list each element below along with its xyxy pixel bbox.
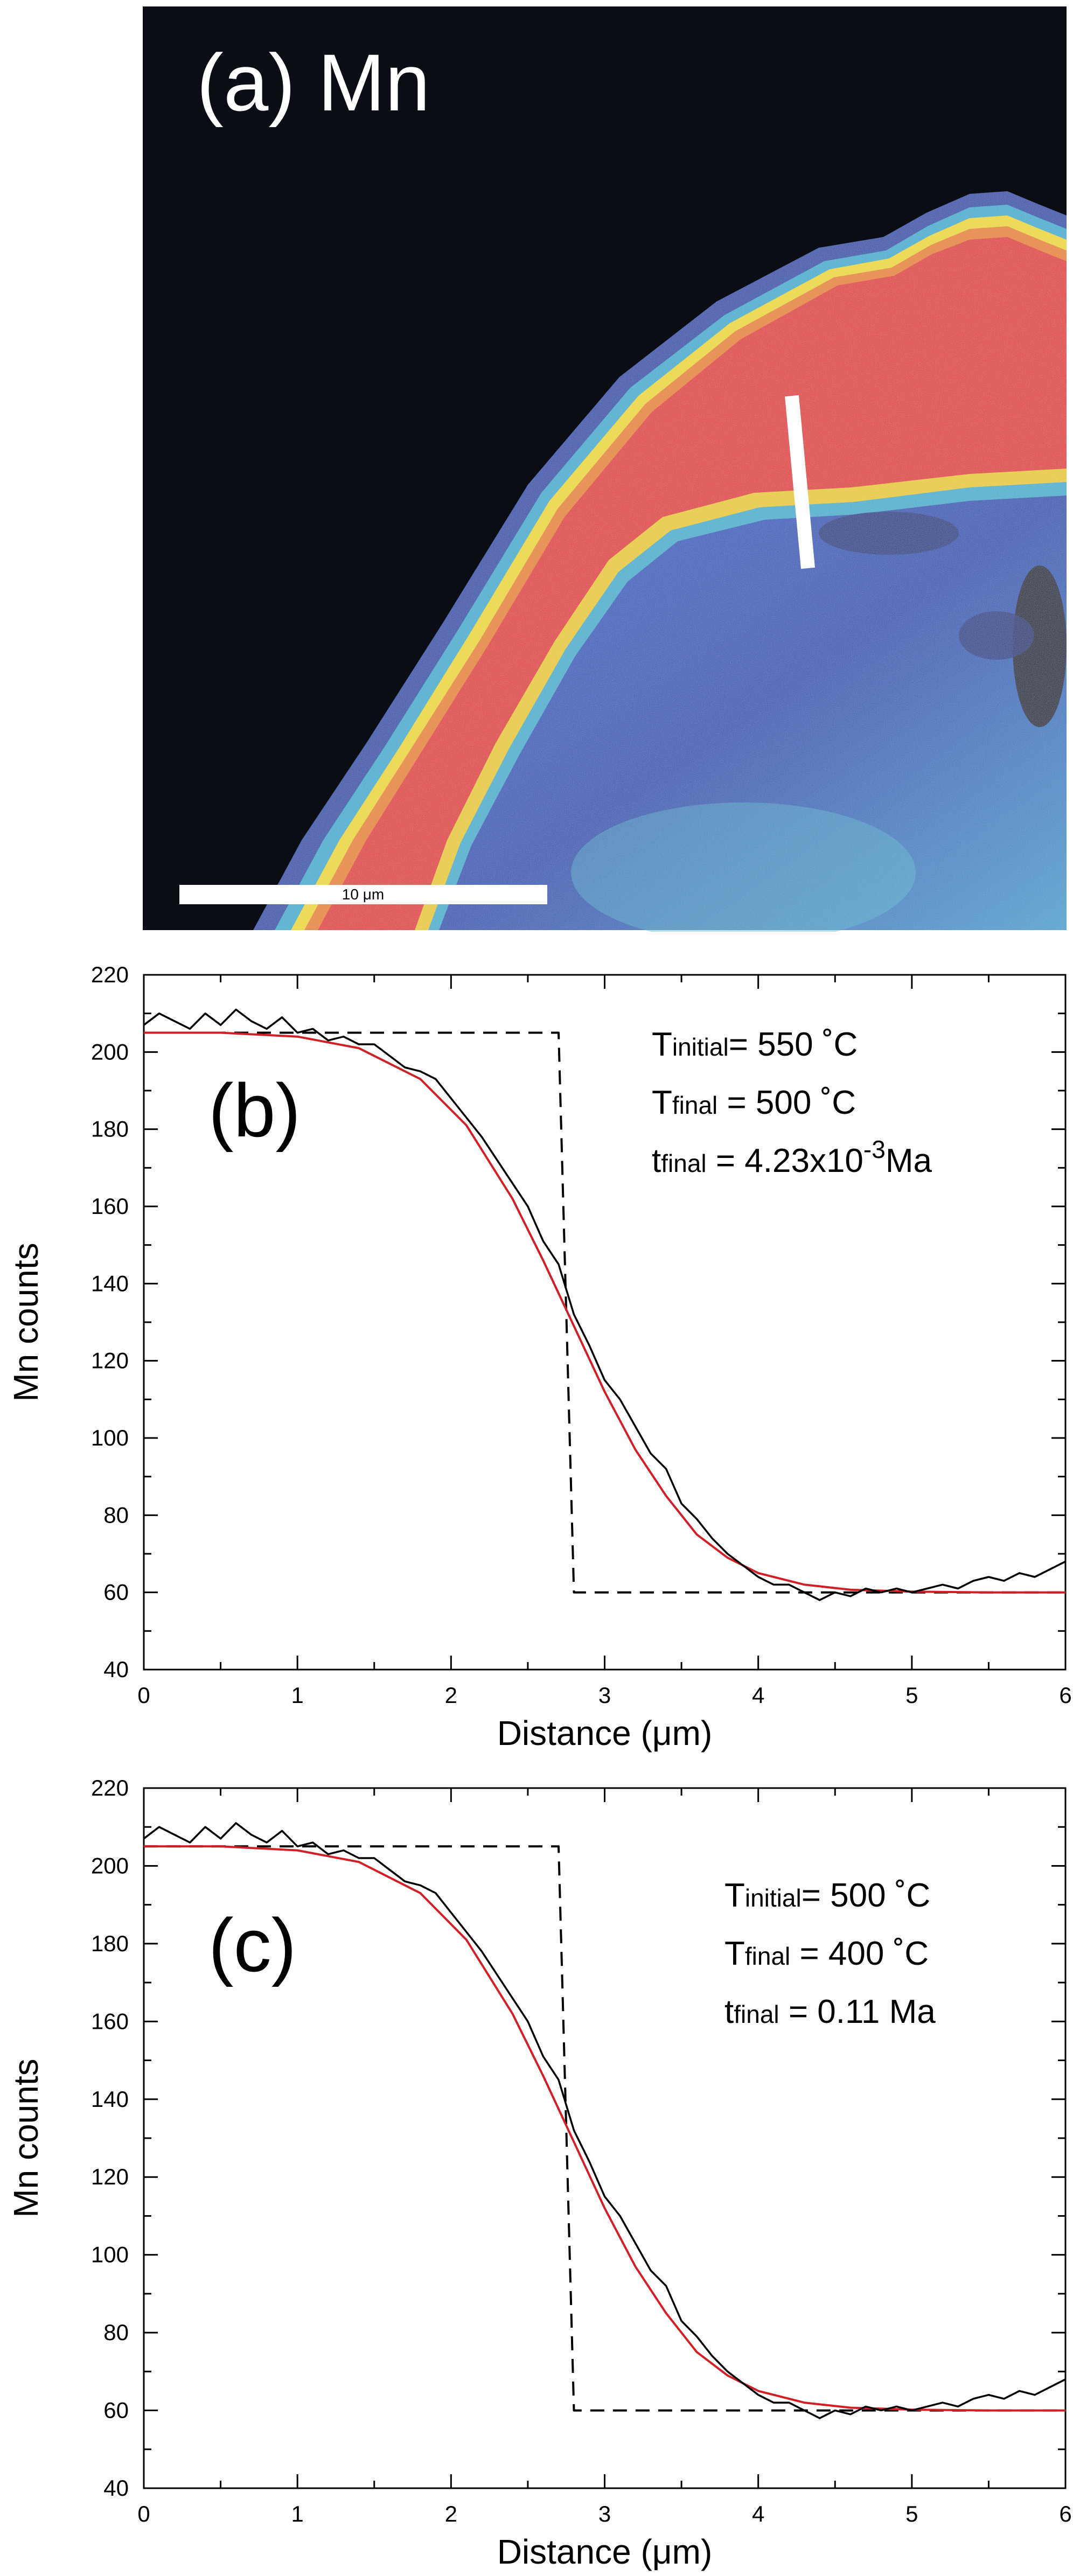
annotation-line: Tfinal = 400 ˚C <box>724 1935 929 1972</box>
anno-subscript: final <box>661 1149 706 1177</box>
x-tick-label: 5 <box>905 1683 918 1708</box>
y-tick-label: 100 <box>91 2242 129 2267</box>
panel-a-title: (a) Mn <box>197 37 430 128</box>
y-tick-label: 160 <box>91 1193 129 1219</box>
anno-subscript: final <box>672 1091 717 1119</box>
x-tick-label: 5 <box>905 2501 918 2526</box>
scale-bar-label: 10 μm <box>342 886 384 903</box>
y-tick-label: 80 <box>103 2320 129 2345</box>
panel-label: (b) <box>208 1068 301 1153</box>
anno-value: = 400 ˚C <box>790 1935 929 1972</box>
x-tick-label: 0 <box>137 1683 150 1708</box>
anno-main: T <box>724 1877 745 1914</box>
y-tick-label: 180 <box>91 1116 129 1142</box>
annotation-line: Tinitial= 500 ˚C <box>724 1877 930 1914</box>
y-tick-label: 120 <box>91 1348 129 1373</box>
x-tick-label: 6 <box>1059 2501 1071 2526</box>
x-tick-label: 3 <box>598 2501 611 2526</box>
anno-subscript: initial <box>672 1033 729 1061</box>
series-red-model <box>144 1031 1065 1594</box>
anno-main: t <box>724 1993 734 2030</box>
anno-value: = 500 ˚C <box>802 1877 931 1914</box>
y-tick-label: 100 <box>91 1425 129 1450</box>
mn-element-map: 10 μm (a) Mn <box>143 6 1067 932</box>
scale-bar <box>179 885 547 904</box>
x-tick-label: 2 <box>445 1683 457 1708</box>
anno-main: T <box>652 1084 672 1121</box>
annotation-line: tfinal = 0.11 Ma <box>724 1993 936 2030</box>
x-tick-label: 4 <box>752 1683 764 1708</box>
x-tick-label: 3 <box>598 1683 611 1708</box>
y-tick-label: 200 <box>91 1039 129 1064</box>
y-tick-label: 140 <box>91 2086 129 2112</box>
x-tick-label: 4 <box>752 2501 764 2526</box>
annotation-line: tfinal = 4.23x10-3Ma <box>652 1135 932 1179</box>
x-axis-label: Distance (μm) <box>497 1714 713 1753</box>
series-red-model <box>144 1845 1065 2412</box>
y-axis-label: Mn counts <box>6 1242 45 1401</box>
series-black-data <box>143 1822 1066 2419</box>
x-axis-label: Distance (μm) <box>497 2532 713 2571</box>
y-tick-label: 60 <box>103 1580 129 1605</box>
panel-label: (c) <box>208 1903 296 1987</box>
y-tick-label: 40 <box>103 1657 129 1682</box>
series-dashed-black <box>144 1031 1065 1594</box>
profile-chart-b: 0 1 2 3 4 5 6 40 60 80 100 120 140 160 180 200 220 Distan… <box>6 962 1072 1753</box>
anno-main: T <box>724 1935 745 1972</box>
anno-superscript: -3 <box>863 1135 886 1163</box>
y-tick-label: 120 <box>91 2164 129 2189</box>
y-tick-label: 40 <box>103 2475 129 2501</box>
y-tick-label: 60 <box>103 2398 129 2423</box>
y-tick-label: 140 <box>91 1270 129 1296</box>
y-tick-label: 220 <box>91 962 129 987</box>
transect-line <box>785 395 815 569</box>
y-axis-label: Mn counts <box>6 2058 45 2217</box>
profile-chart-c: 0 1 2 3 4 5 6 40 60 80 100 120 140 160 180 200 220 Distan… <box>6 1775 1072 2571</box>
anno-subscript: initial <box>745 1884 802 1912</box>
series-dashed-black <box>144 1845 1065 2412</box>
anno-subscript: final <box>745 1942 790 1970</box>
x-tick-label: 1 <box>291 1683 303 1708</box>
x-tick-label: 0 <box>137 2501 150 2526</box>
anno-value: = 500 ˚C <box>717 1084 856 1121</box>
anno-value: = 4.23x10 <box>707 1142 863 1179</box>
y-tick-label: 180 <box>91 1931 129 1956</box>
anno-value: = 0.11 Ma <box>779 1993 936 2030</box>
x-tick-label: 2 <box>445 2501 457 2526</box>
y-tick-label: 160 <box>91 2008 129 2034</box>
y-tick-label: 220 <box>91 1775 129 1800</box>
anno-value: = 550 ˚C <box>729 1026 858 1063</box>
x-tick-label: 1 <box>291 2501 303 2526</box>
anno-main: t <box>652 1142 661 1179</box>
annotation-line: Tfinal = 500 ˚C <box>652 1084 856 1121</box>
map-image: 10 μm (a) Mn <box>143 6 1067 932</box>
x-tick-label: 6 <box>1059 1683 1071 1708</box>
anno-unit: Ma <box>886 1142 932 1179</box>
annotation-line: Tinitial= 550 ˚C <box>652 1026 858 1063</box>
y-tick-label: 80 <box>103 1502 129 1527</box>
anno-main: T <box>652 1026 672 1063</box>
series-black-data <box>143 1008 1066 1601</box>
anno-subscript: final <box>734 2000 779 2028</box>
y-tick-label: 200 <box>91 1853 129 1878</box>
